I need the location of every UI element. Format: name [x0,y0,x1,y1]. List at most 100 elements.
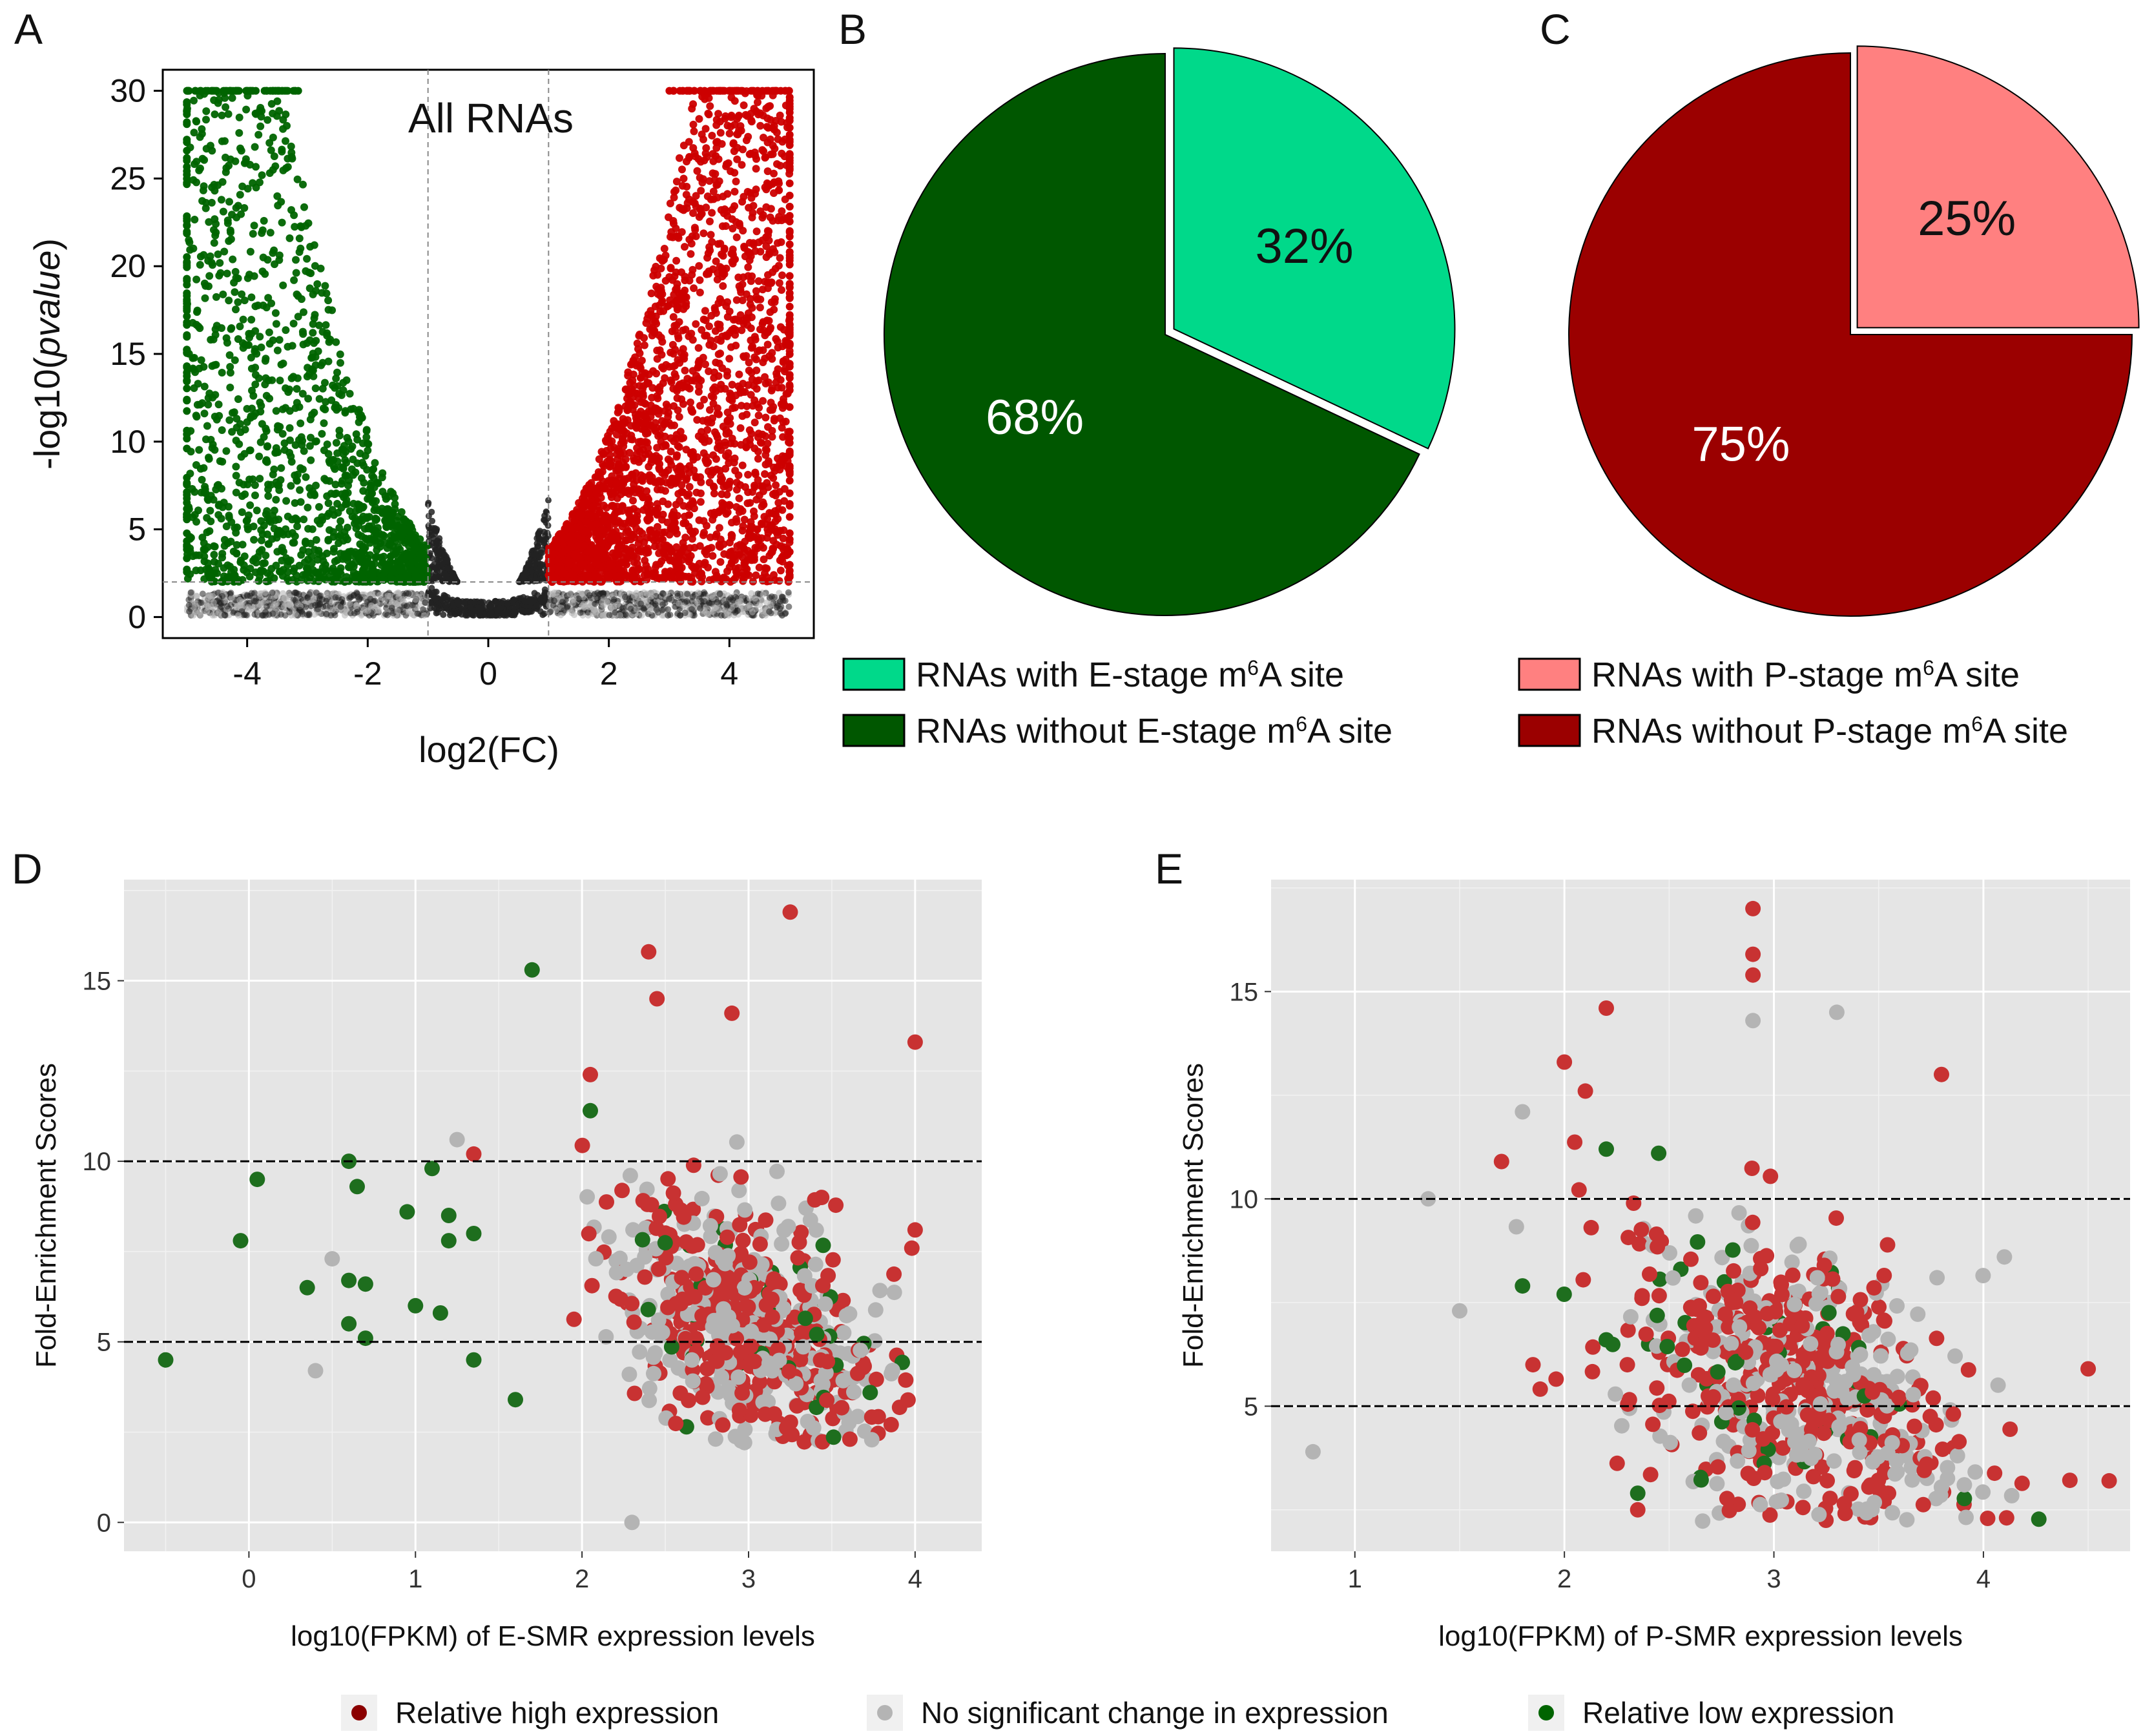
volcano-point [553,606,560,614]
volcano-point [442,602,450,609]
volcano-point [183,512,191,520]
volcano-point [235,113,243,121]
volcano-point [638,612,645,619]
volcano-point [559,599,566,606]
volcano-point [422,574,431,582]
volcano-point [688,535,696,543]
volcano-point [183,554,191,563]
volcano-point [760,591,767,598]
volcano-point [247,87,254,95]
volcano-point [219,290,227,298]
volcano-point [303,254,311,263]
volcano-point [360,550,369,558]
volcano-point [276,377,284,385]
volcano-point [196,464,205,473]
volcano-point [681,610,688,616]
volcano-point [318,384,327,393]
volcano-point [761,413,770,422]
volcano-point [183,118,191,127]
volcano-point [526,561,533,568]
volcano-point [183,479,191,487]
volcano-point [378,488,387,496]
volcano-point [315,606,322,613]
volcano-point [621,594,628,601]
volcano-point [265,340,274,348]
volcano-point [183,170,191,179]
volcano-point [304,524,313,533]
volcano-point [212,322,221,330]
volcano-point [251,371,260,379]
volcano-point [278,557,286,564]
volcano-point [428,532,435,539]
volcano-point [186,608,193,615]
volcano-point [207,258,216,267]
volcano-point [767,298,776,306]
volcano-point [362,426,371,434]
volcano-point [256,475,264,483]
volcano-point [665,612,672,619]
volcano-point [222,103,230,111]
volcano-point [264,540,273,548]
volcano-point [333,368,341,377]
volcano-point [251,597,258,604]
volcano-point [292,256,300,264]
volcano-point [375,607,382,614]
volcano-point [232,488,240,497]
volcano-point [253,506,261,515]
volcano-point [360,462,368,470]
volcano-points [183,87,794,619]
volcano-point [728,380,736,389]
volcano-point [360,479,368,487]
volcano-point [284,388,293,396]
volcano-point [694,344,703,352]
volcano-point [243,516,251,524]
volcano-point [183,377,191,385]
volcano-point [488,609,495,616]
volcano-point [313,555,322,564]
volcano-point [378,469,387,477]
volcano-point [405,590,412,597]
volcano-point [241,490,249,499]
volcano-point [336,517,345,525]
volcano-point [289,320,298,327]
volcano-point [321,378,329,387]
volcano-point [192,275,201,284]
volcano-point [305,610,313,617]
volcano-point [616,612,623,619]
volcano-point [309,290,317,298]
volcano-point [269,610,276,617]
volcano-point [692,320,700,328]
volcano-point [718,612,725,619]
volcano-point [208,87,216,95]
volcano-point [274,422,282,430]
volcano-point [704,610,711,617]
volcano-point [205,272,214,280]
volcano-point [315,395,324,403]
volcano-point [544,515,552,522]
volcano-point [362,557,371,566]
volcano-point [197,356,205,364]
volcano-point [310,595,317,603]
volcano-point [756,121,765,130]
volcano-point [721,464,730,473]
volcano-point [233,213,241,222]
volcano-point [599,599,606,606]
volcano-point [338,555,347,563]
volcano-point [732,594,739,601]
volcano-point [251,491,259,499]
volcano-point [236,144,244,152]
volcano-point [380,559,388,568]
volcano-point [269,166,277,174]
volcano-point [734,599,741,606]
volcano-point [298,608,305,615]
volcano-point [324,450,333,458]
volcano-point [204,400,212,409]
volcano-point [306,415,315,424]
volcano-point [247,316,256,324]
volcano-point [311,262,319,270]
volcano-point [269,589,276,596]
volcano-point [440,592,448,599]
volcano-point [667,348,675,356]
volcano-point [678,165,686,174]
volcano-point [300,515,308,524]
